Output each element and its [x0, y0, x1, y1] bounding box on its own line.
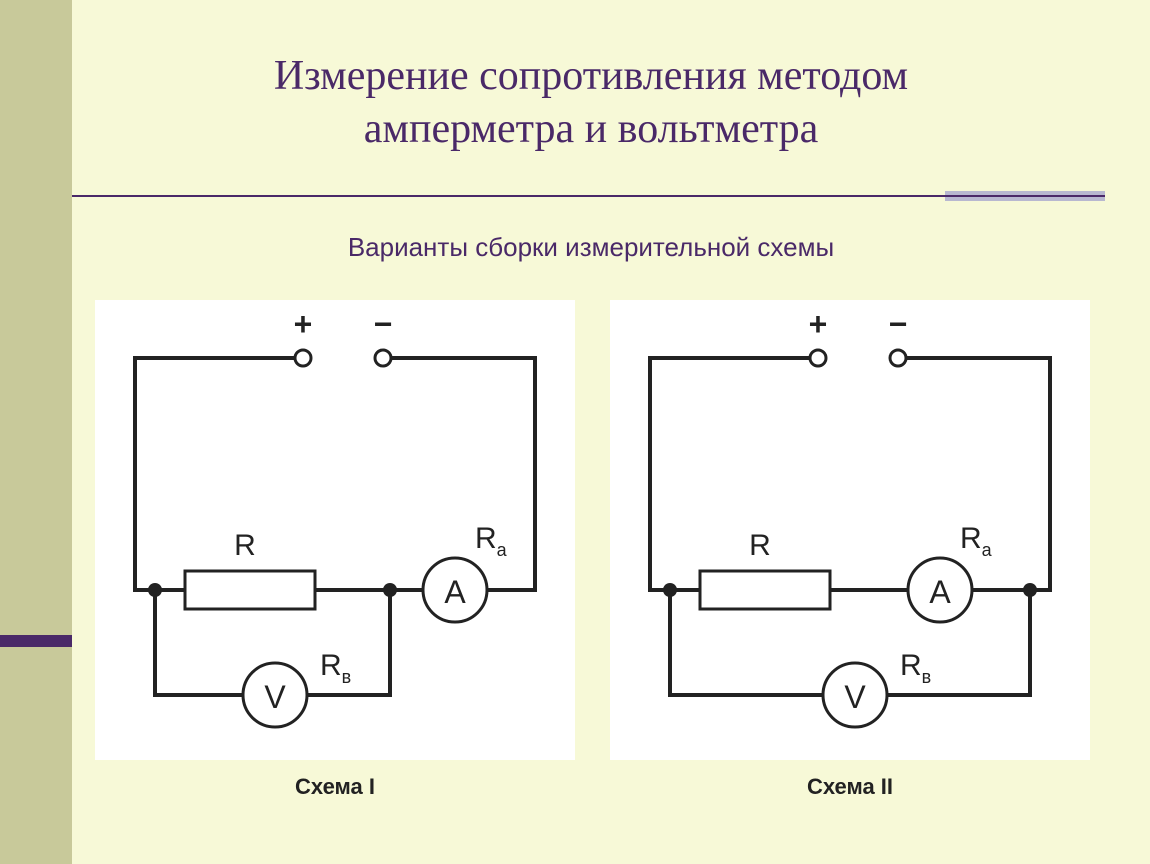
- minus-sign: −: [889, 306, 908, 342]
- scheme-2-svg: + − R A Rа V Rв: [610, 300, 1090, 760]
- ammeter-label: Rа: [475, 522, 508, 560]
- terminal-plus: [810, 350, 826, 366]
- diagrams-container: + − R A Rа V Rв Схем: [95, 300, 1090, 760]
- terminal-plus: [295, 350, 311, 366]
- resistor-label: R: [234, 529, 256, 562]
- voltmeter-letter: V: [264, 679, 286, 715]
- slide-subtitle: Варианты сборки измерительной схемы: [72, 232, 1110, 263]
- voltmeter-label: Rв: [900, 649, 931, 687]
- terminal-minus: [375, 350, 391, 366]
- scheme-1-panel: + − R A Rа V Rв Схем: [95, 300, 575, 760]
- divider-line: [72, 195, 1105, 197]
- wire-right: [906, 358, 1050, 590]
- ammeter-label: Rа: [960, 522, 993, 560]
- plus-sign: +: [294, 306, 313, 342]
- resistor: [185, 571, 315, 609]
- wire-right: [391, 358, 535, 590]
- minus-sign: −: [374, 306, 393, 342]
- slide-title: Измерение сопротивления методом ампермет…: [72, 50, 1110, 155]
- scheme-1-svg: + − R A Rа V Rв: [95, 300, 575, 760]
- title-line-1: Измерение сопротивления методом: [274, 53, 908, 99]
- ammeter-letter: A: [929, 574, 951, 610]
- wire-v-left: [670, 590, 823, 695]
- resistor-label: R: [749, 529, 771, 562]
- resistor: [700, 571, 830, 609]
- sidebar-accent: [0, 635, 72, 647]
- scheme-1-caption: Схема I: [95, 774, 575, 800]
- voltmeter-letter: V: [844, 679, 866, 715]
- wire-left: [135, 358, 295, 590]
- slide-sidebar: [0, 0, 72, 864]
- terminal-minus: [890, 350, 906, 366]
- scheme-2-panel: + − R A Rа V Rв Схема II: [610, 300, 1090, 760]
- title-line-2: амперметра и вольтметра: [364, 106, 819, 152]
- wire-left: [650, 358, 810, 590]
- wire-v-left: [155, 590, 243, 695]
- ammeter-letter: A: [444, 574, 466, 610]
- voltmeter-label: Rв: [320, 649, 351, 687]
- scheme-2-caption: Схема II: [610, 774, 1090, 800]
- plus-sign: +: [809, 306, 828, 342]
